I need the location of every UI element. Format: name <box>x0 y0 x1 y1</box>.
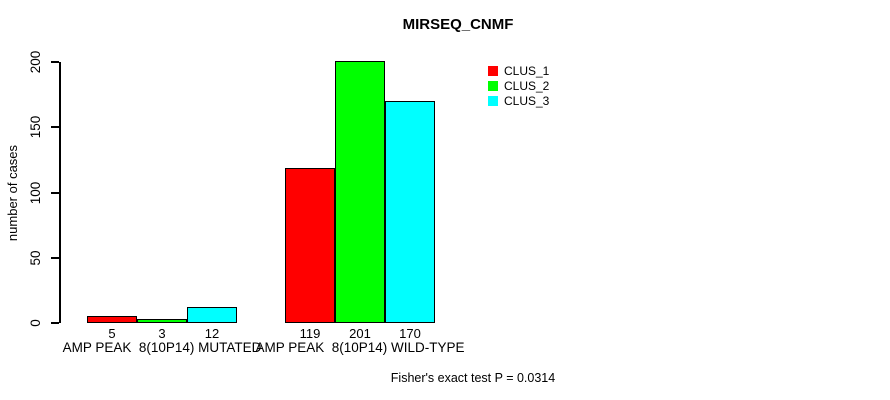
bar-clus_1-group1 <box>87 316 137 323</box>
bar-clus_3-group2 <box>385 101 435 323</box>
y-axis-tick <box>51 61 59 63</box>
y-axis-tick <box>51 191 59 194</box>
legend-swatch-icon <box>488 81 498 91</box>
legend-swatch-icon <box>488 66 498 76</box>
y-axis-tick <box>51 126 59 129</box>
y-axis-tick-label: 200 <box>28 50 43 74</box>
bar-value-label: 3 <box>158 326 166 341</box>
category-label: AMP PEAK 8(10P14) MUTATED <box>62 340 262 355</box>
legend-item-clus_2: CLUS_2 <box>488 79 549 93</box>
bar-clus_2-group2 <box>335 60 385 323</box>
y-axis-tick-label: 0 <box>28 319 43 327</box>
legend-label: CLUS_1 <box>504 64 550 78</box>
y-axis-line <box>59 62 61 323</box>
bar-value-label: 119 <box>299 326 321 341</box>
y-axis-tick-label: 100 <box>28 181 43 204</box>
bar-value-label: 201 <box>349 326 371 341</box>
legend-swatch-icon <box>488 96 498 106</box>
y-axis-tick <box>51 256 59 259</box>
legend: CLUS_1 CLUS_2 CLUS_3 <box>488 64 549 109</box>
y-axis-tick-label: 150 <box>28 115 43 139</box>
bar-clus_3-group1 <box>187 307 237 323</box>
bar-clus_2-group1 <box>137 319 187 323</box>
category-label: AMP PEAK 8(10P14) WILD-TYPE <box>255 340 465 355</box>
y-axis-label: number of cases <box>5 144 20 242</box>
bar-clus_1-group2 <box>285 167 335 323</box>
bar-value-label: 12 <box>204 326 220 341</box>
legend-label: CLUS_2 <box>504 79 550 93</box>
y-axis-tick-label: 50 <box>28 250 43 266</box>
bar-value-label: 5 <box>108 326 116 341</box>
legend-item-clus_1: CLUS_1 <box>488 64 549 78</box>
fisher-test-annotation: Fisher's exact test P = 0.0314 <box>390 371 556 385</box>
bar-value-label: 170 <box>399 326 421 341</box>
legend-label: CLUS_3 <box>504 94 550 108</box>
legend-item-clus_3: CLUS_3 <box>488 94 549 108</box>
y-axis-tick <box>51 322 59 324</box>
chart-title: MIRSEQ_CNMF <box>402 16 514 33</box>
